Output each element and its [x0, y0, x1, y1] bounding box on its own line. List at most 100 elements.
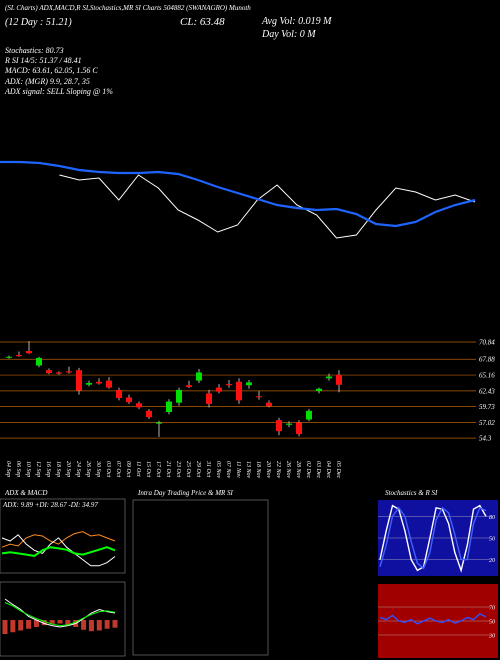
panel-title: ADX & MACD — [4, 489, 47, 497]
x-tick-label: 22 Nov — [275, 461, 281, 479]
header-adx: ADX: (MGR) 9.9, 28.7, 35 — [4, 77, 90, 86]
y-tick-label: 70 — [489, 606, 495, 612]
macd-bar — [18, 620, 24, 631]
header-adx-signal: ADX signal: SELL Sloping @ 1% — [4, 87, 113, 96]
series-line — [1, 534, 116, 567]
candle-body — [136, 403, 142, 408]
y-tick-label: 67.88 — [479, 356, 495, 364]
x-tick-label: 16 Sep — [45, 461, 51, 477]
candle-body — [16, 355, 22, 357]
candle-body — [246, 382, 252, 386]
macd-bar — [88, 620, 94, 632]
candle-body — [186, 385, 192, 388]
x-tick-label: 11 Oct — [135, 461, 141, 477]
candle-body — [76, 370, 82, 391]
y-tick-label: 57.02 — [479, 419, 495, 427]
x-tick-label: 28 Nov — [295, 461, 301, 479]
series-line — [4, 602, 116, 627]
header-rsi: R SI 14/5: 51.37 / 48.41 — [4, 56, 82, 65]
candle-body — [216, 387, 222, 392]
candle-body — [196, 372, 202, 381]
header-line: (SL Charts) ADX,MACD,R SI,Stochastics,MR… — [5, 4, 251, 12]
candle-body — [276, 420, 282, 432]
macd-bar — [2, 620, 8, 634]
candle-body — [286, 423, 292, 425]
x-tick-label: 03 Dec — [315, 461, 321, 478]
x-tick-label: 18 Nov — [255, 461, 261, 479]
x-tick-label: 24 Sep — [75, 461, 82, 477]
macd-bar — [112, 620, 118, 628]
y-tick-label: 59.73 — [479, 403, 495, 411]
candle-body — [236, 381, 242, 401]
series-line — [1, 546, 116, 557]
x-tick-label: 04 Dec — [325, 461, 332, 478]
x-tick-label: 26 Nov — [285, 461, 291, 479]
x-tick-label: 11 Nov — [235, 461, 241, 478]
x-tick-label: 07 Nov — [225, 461, 231, 479]
header-stoch: Stochastics: 80.73 — [5, 46, 64, 55]
x-tick-label: 21 Oct — [165, 461, 171, 477]
x-tick-label: 18 Sep — [55, 461, 61, 477]
x-tick-label: 09 Oct — [125, 461, 131, 477]
macd-bar — [33, 620, 39, 627]
y-tick-label: 50 — [489, 620, 495, 626]
candle-body — [56, 372, 62, 374]
candle-body — [306, 410, 312, 420]
x-tick-label: 05 Nov — [215, 461, 221, 479]
candle-body — [116, 389, 122, 399]
header-day-vol: Day Vol: 0 M — [261, 29, 316, 40]
x-tick-label: 13 Nov — [245, 461, 251, 479]
x-tick-label: 02 Dec — [305, 461, 311, 478]
y-tick-label: 50 — [489, 537, 495, 543]
candle-body — [206, 393, 212, 404]
x-tick-label: 04 Sep — [5, 461, 12, 477]
y-tick-label: 54.3 — [479, 435, 492, 443]
panel-label: ADX: 9.89 +DI: 28.67 -DI: 34.97 — [2, 501, 98, 509]
candle-body — [326, 376, 332, 379]
y-tick-label: 30 — [488, 634, 495, 640]
x-tick-label: 23 Oct — [175, 461, 181, 477]
candle-body — [106, 380, 112, 388]
candle-body — [336, 374, 342, 385]
candle-body — [66, 371, 72, 373]
header-close: CL: 63.48 — [180, 16, 225, 28]
x-tick-label: 31 Oct — [205, 460, 211, 477]
x-tick-label: 17 Oct — [155, 461, 161, 477]
candle-body — [166, 401, 172, 412]
series-line — [59, 174, 476, 239]
x-tick-label: 15 Oct — [145, 461, 151, 477]
x-tick-label: 20 Nov — [265, 461, 271, 479]
candle-body — [146, 410, 152, 418]
y-tick-label: 80 — [489, 515, 495, 521]
header-macd: MACD: 63.61, 62.05, 1.56 C — [4, 66, 98, 75]
series-line — [0, 160, 476, 228]
candle-body — [156, 422, 162, 424]
header-day: (12 Day : 51.21) — [5, 17, 72, 28]
candle-body — [36, 357, 42, 366]
candle-body — [86, 382, 92, 385]
x-tick-label: 20 Sep — [65, 461, 71, 477]
macd-bar — [41, 620, 47, 626]
macd-bar — [57, 620, 63, 624]
candle-body — [266, 402, 272, 407]
x-tick-label: 03 Oct — [105, 461, 111, 477]
y-tick-label: 62.43 — [479, 387, 495, 395]
candle-body — [96, 381, 102, 384]
macd-bar — [26, 620, 32, 629]
macd-bar — [104, 620, 110, 629]
candle-body — [316, 388, 322, 392]
intraday-frame — [132, 499, 269, 656]
macd-bar — [65, 620, 71, 625]
x-tick-label: 26 Sep — [85, 461, 91, 477]
candle-body — [26, 350, 32, 354]
panel-title: Intra Day Trading Price & MR SI — [137, 489, 234, 497]
panel-title: Stochastics & R SI — [385, 489, 438, 497]
y-tick-label: 20 — [489, 558, 495, 564]
macd-bar — [81, 620, 87, 630]
candle-body — [296, 422, 302, 435]
macd-bar — [10, 620, 16, 633]
macd-frame — [0, 581, 126, 657]
candle-body — [176, 389, 182, 403]
x-tick-label: 06 Sep — [15, 461, 21, 477]
